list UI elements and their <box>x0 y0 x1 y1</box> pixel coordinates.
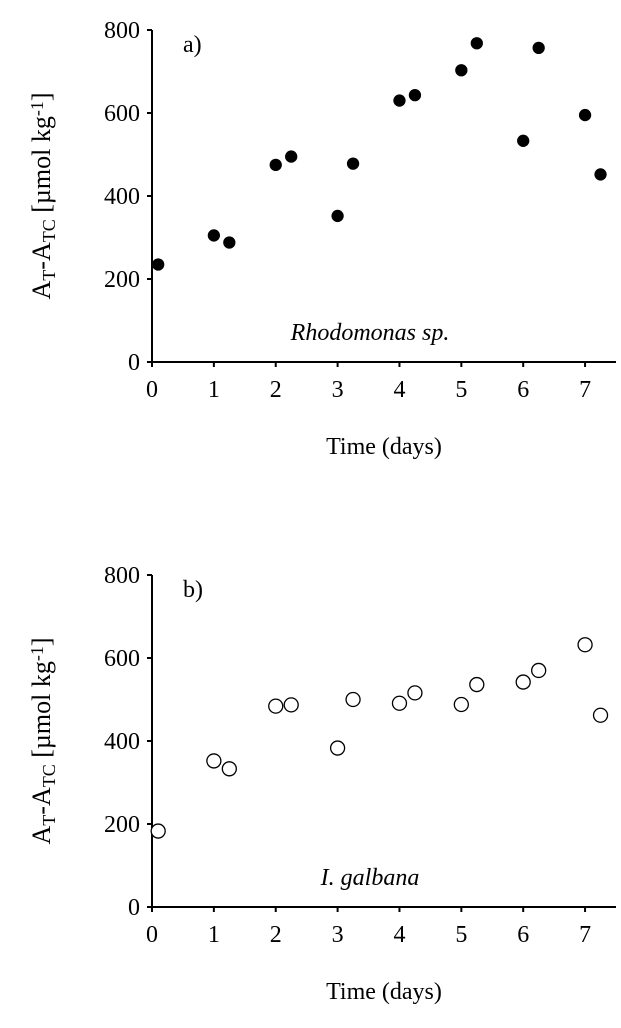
y-axis-label-part: TC <box>39 219 59 242</box>
data-point <box>285 150 298 163</box>
x-axis-label: Time (days) <box>326 434 442 460</box>
data-point <box>150 823 166 839</box>
annotation: I. galbana <box>320 865 420 891</box>
y-tick-label: 200 <box>104 267 140 293</box>
y-tick-label: 400 <box>104 729 140 755</box>
x-tick-label: 7 <box>579 377 591 403</box>
data-point <box>345 691 361 708</box>
x-tick-label: 3 <box>332 922 344 948</box>
x-tick-label: 0 <box>146 377 158 403</box>
data-point <box>455 64 468 77</box>
y-axis-label-part: A <box>27 281 56 300</box>
data-point <box>329 740 346 756</box>
data-point <box>578 108 592 122</box>
annotation: Rhodomonas sp. <box>290 320 450 346</box>
data-point <box>391 695 408 711</box>
y-axis-label-part: T <box>39 815 59 826</box>
y-tick-label: 800 <box>104 18 140 44</box>
panel-label: a) <box>183 32 202 58</box>
data-point <box>223 236 236 249</box>
x-tick-label: 4 <box>393 377 405 403</box>
data-point <box>206 753 222 769</box>
x-tick-label: 7 <box>579 922 591 948</box>
x-tick-label: 1 <box>208 377 220 403</box>
data-point <box>269 158 282 172</box>
y-tick-label: 600 <box>104 646 140 672</box>
x-tick-label: 5 <box>455 377 467 403</box>
y-axis-label-part: T <box>39 270 59 281</box>
y-axis-label: AT-ATC [µmol kg-1] <box>27 93 59 300</box>
y-axis-label-part: -A <box>27 242 56 270</box>
x-tick-label: 0 <box>146 922 158 948</box>
x-tick-label: 6 <box>517 377 529 403</box>
y-axis-label-part: TC <box>39 764 59 787</box>
y-axis-label-part: ] <box>27 93 56 102</box>
panel-label: b) <box>183 577 203 603</box>
data-point <box>407 685 423 701</box>
y-axis-label-part: -A <box>27 787 56 815</box>
y-axis-label-part: ] <box>27 638 56 647</box>
y-tick-label: 0 <box>128 350 140 376</box>
data-point <box>408 89 422 102</box>
x-tick-label: 5 <box>455 922 467 948</box>
x-tick-label: 3 <box>332 377 344 403</box>
data-point <box>517 134 530 147</box>
x-tick-label: 2 <box>270 922 282 948</box>
data-point <box>221 761 237 777</box>
data-point <box>393 94 406 107</box>
y-tick-label: 400 <box>104 184 140 210</box>
data-point <box>577 637 593 653</box>
data-point <box>346 157 360 170</box>
data-point <box>594 168 607 181</box>
data-point <box>152 258 165 271</box>
data-point <box>453 696 469 713</box>
y-tick-label: 200 <box>104 812 140 838</box>
data-point <box>469 676 485 693</box>
x-tick-label: 6 <box>517 922 529 948</box>
data-point <box>268 698 284 714</box>
data-point <box>283 697 299 713</box>
data-point <box>207 229 221 242</box>
y-tick-label: 0 <box>128 895 140 921</box>
y-axis-label-part: [µmol kg <box>27 661 56 764</box>
y-axis-label-part: [µmol kg <box>27 116 56 219</box>
x-tick-label: 1 <box>208 922 220 948</box>
y-axis-label-part: -1 <box>27 646 47 661</box>
data-point <box>331 209 344 223</box>
y-tick-label: 600 <box>104 101 140 127</box>
y-axis-label-part: A <box>27 826 56 845</box>
data-point <box>532 41 545 54</box>
data-point <box>515 674 531 690</box>
data-point <box>470 37 483 50</box>
x-axis-label: Time (days) <box>326 979 442 1005</box>
y-axis-label-part: -1 <box>27 101 47 116</box>
y-tick-label: 800 <box>104 563 140 589</box>
y-axis-label: AT-ATC [µmol kg-1] <box>27 638 59 845</box>
x-tick-label: 2 <box>270 377 282 403</box>
data-point <box>531 662 547 679</box>
x-tick-label: 4 <box>393 922 405 948</box>
data-point <box>592 707 609 723</box>
